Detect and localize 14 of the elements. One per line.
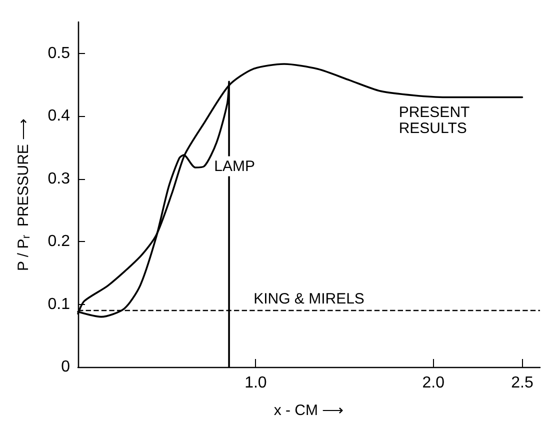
y-tick-label: 0.4 — [48, 108, 70, 125]
y-axis-title: P / Pr PRESSURE ⟶ — [15, 118, 32, 271]
series-label: PRESENT RESULTS — [398, 104, 474, 137]
y-tick-label: 0.1 — [48, 296, 70, 313]
x-tick-label: 1.0 — [244, 374, 267, 392]
ref-line-label: KING & MIRELS — [254, 290, 364, 308]
x-tick-label: 2.5 — [511, 374, 534, 392]
series-label: LAMP — [214, 158, 256, 175]
x-tick-label: 2.0 — [422, 374, 445, 392]
x-axis-title: x - CM ⟶ — [274, 402, 344, 419]
y-tick-label: 0.5 — [48, 44, 70, 62]
y-tick-label: 0 — [61, 358, 70, 376]
y-tick-label: 0.2 — [48, 233, 70, 250]
y-tick-label: 0.3 — [48, 170, 70, 188]
